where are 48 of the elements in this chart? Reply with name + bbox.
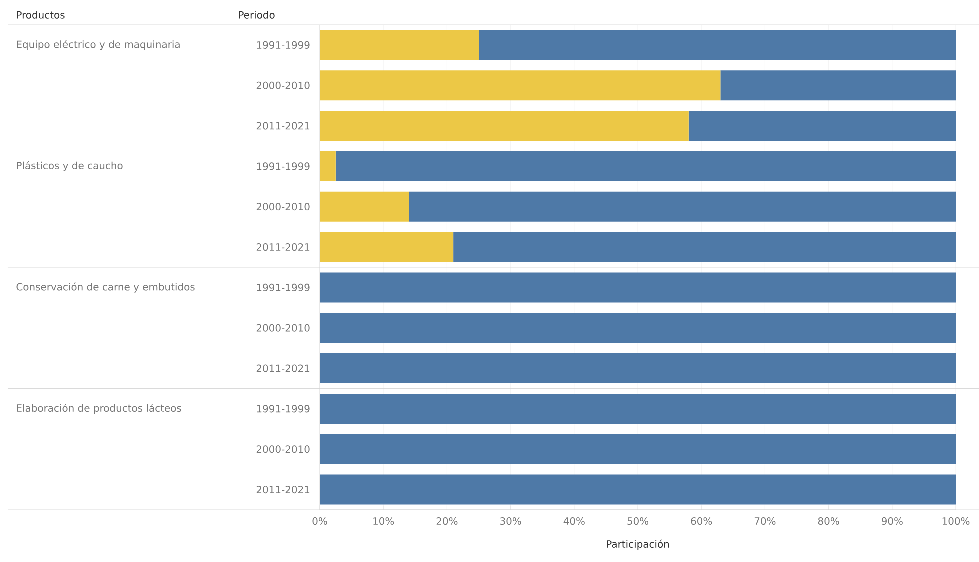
x-tick-label: 10% — [374, 518, 394, 526]
y-tick-label: 2011-2021 — [256, 122, 310, 130]
bar — [320, 30, 480, 60]
text: Periodo — [239, 11, 275, 19]
x-tick-label: 30% — [500, 518, 522, 526]
x-tick-label: 100% — [942, 518, 970, 526]
bar — [688, 111, 956, 142]
y-tick-label: 1991-1999 — [257, 405, 310, 413]
y-tick-label: 1991-1999 — [257, 41, 310, 49]
bar — [320, 394, 956, 424]
y-tick-label: 2000-2010 — [256, 324, 310, 332]
x-tick-label: 0% — [312, 518, 328, 526]
y-tick-label: 2011-2021 — [256, 244, 310, 252]
y-tick-label: 2011-2021 — [256, 364, 310, 372]
y-tick-label: 1991-1999 — [257, 162, 310, 170]
bar — [320, 192, 410, 222]
text: Elaboración de productos lácteos — [17, 404, 182, 414]
bar — [320, 111, 689, 142]
x-tick-label: 50% — [628, 518, 649, 526]
y-tick-label: 1991-1999 — [257, 284, 310, 292]
bar — [320, 70, 721, 101]
bar — [320, 354, 956, 384]
text: Conservación de carne y embutidos — [16, 282, 195, 293]
x-tick-label: 90% — [882, 518, 903, 526]
y-tick-label: 2000-2010 — [256, 203, 310, 211]
bar — [336, 151, 956, 182]
x-tick-label: 40% — [564, 518, 585, 526]
bar — [320, 272, 956, 303]
y-tick-label: 2011-2021 — [256, 486, 310, 494]
text: Productos — [17, 11, 65, 19]
y-tick-label: 2000-2010 — [256, 446, 310, 454]
bar — [320, 232, 454, 262]
text: Plásticos y de caucho — [17, 161, 123, 172]
y-tick-label: 2000-2010 — [256, 82, 310, 90]
x-tick-label: 70% — [754, 518, 776, 526]
bar — [479, 30, 956, 60]
x-tick-label: 20% — [436, 518, 458, 526]
bar — [320, 474, 956, 505]
x-axis-title: Participación — [607, 540, 670, 550]
bar — [409, 192, 956, 222]
bar — [320, 313, 956, 344]
bar — [454, 232, 956, 262]
x-tick-label: 60% — [691, 518, 712, 526]
x-tick-label: 80% — [818, 518, 840, 526]
bar — [720, 70, 956, 101]
bar — [320, 151, 336, 182]
text: Equipo eléctrico y de maquinaria — [17, 40, 180, 50]
bar — [320, 434, 956, 464]
